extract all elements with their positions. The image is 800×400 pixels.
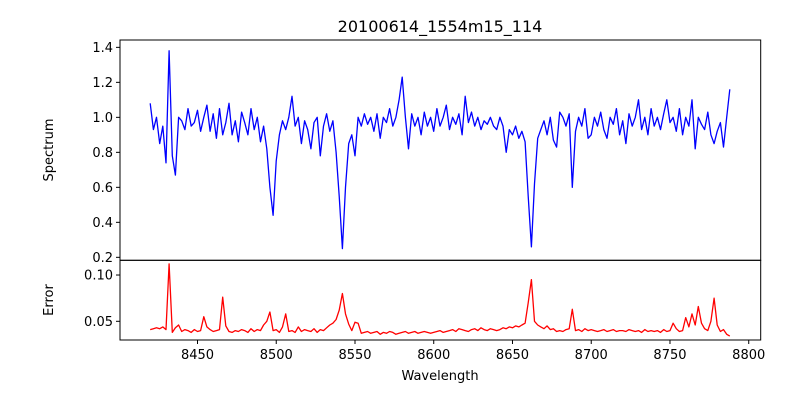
ytick-label: 0.8 (92, 146, 113, 161)
ytick-label: 0.10 (84, 269, 113, 284)
xtick-label: 8750 (653, 348, 686, 363)
bottom-ylabel: Error (42, 284, 57, 316)
ytick-label: 1.2 (92, 76, 113, 91)
xtick-label: 8650 (496, 348, 529, 363)
xtick-label: 8550 (338, 348, 371, 363)
ytick-label: 1.0 (92, 111, 113, 126)
xtick-label: 8800 (732, 348, 765, 363)
xtick-label: 8700 (575, 348, 608, 363)
ytick-label: 1.4 (92, 41, 113, 56)
xtick-label: 8600 (417, 348, 450, 363)
top-ylabel: Spectrum (42, 119, 57, 182)
ytick-label: 0.4 (92, 216, 113, 231)
ytick-label: 0.2 (92, 251, 113, 266)
ytick-label: 0.6 (92, 181, 113, 196)
chart-title: 20100614_1554m15_114 (338, 17, 543, 37)
error-line (150, 263, 731, 337)
xtick-label: 8500 (260, 348, 293, 363)
xlabel: Wavelength (401, 369, 478, 384)
bottom-axes-frame (119, 259, 762, 341)
spectrum-line (149, 50, 731, 250)
xtick-label: 8450 (181, 348, 214, 363)
ytick-label: 0.05 (84, 315, 113, 330)
